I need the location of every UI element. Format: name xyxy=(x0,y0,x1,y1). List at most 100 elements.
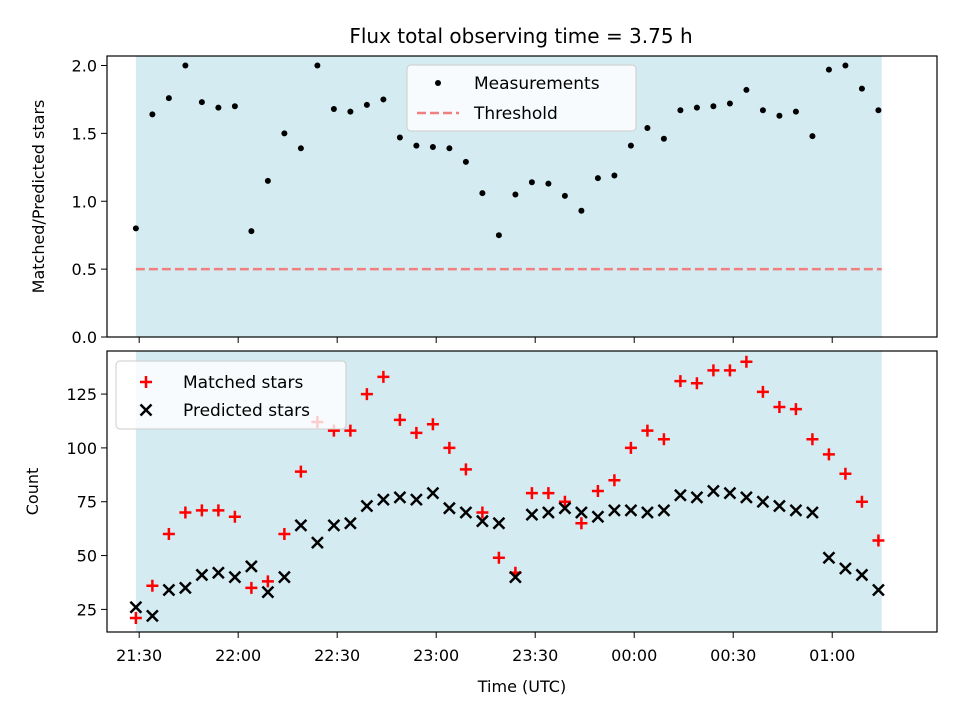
legend-predicted-marker xyxy=(139,403,153,417)
axes-frame xyxy=(106,55,938,338)
measurement-point xyxy=(462,158,469,165)
legend-box xyxy=(115,360,347,430)
y-tick-label: 0.5 xyxy=(72,260,97,279)
x-tick-label: 21:30 xyxy=(116,646,162,665)
bottom-panel: 25 50 75 100 125 21:30 22:00 22:30 23:00 23:30 00:… xyxy=(23,350,938,696)
matched-star-point xyxy=(179,506,192,519)
predicted-star-point xyxy=(525,508,539,522)
measurement-point xyxy=(677,107,684,114)
predicted-star-point xyxy=(178,581,192,595)
matched-star-point xyxy=(822,448,835,461)
matched-star-point xyxy=(212,504,225,517)
matched-star-point xyxy=(740,355,753,368)
axes-frame xyxy=(106,350,938,633)
measurement-point xyxy=(248,228,255,235)
matched-star-point xyxy=(426,418,439,431)
predicted-star-point xyxy=(327,519,341,532)
predicted-star-point xyxy=(591,510,605,524)
matched-star-point xyxy=(129,612,142,625)
measurement-point xyxy=(396,134,403,141)
predicted-star-point xyxy=(575,506,588,519)
predicted-star-point xyxy=(360,499,374,513)
x-tick-label: 01:00 xyxy=(809,646,855,665)
matched-star-point xyxy=(476,506,489,519)
measurement-point xyxy=(858,85,865,92)
measurement-point xyxy=(710,103,717,110)
y-axis-label: Matched/Predicted stars xyxy=(29,100,48,294)
measurement-point xyxy=(215,104,222,111)
top-panel: 0.0 0.5 1.0 1.5 2.0 Matched/Predicted stars Me… xyxy=(29,55,938,347)
y-axis-label: Count xyxy=(23,468,42,516)
x-tick-label: 23:00 xyxy=(413,646,459,665)
measurement-point xyxy=(413,142,420,149)
predicted-star-point xyxy=(459,506,473,519)
matched-star-point xyxy=(228,510,241,523)
y-tick-label: 75 xyxy=(77,493,97,512)
matched-star-point xyxy=(641,424,654,437)
matched-star-point xyxy=(608,474,621,487)
matched-star-point xyxy=(756,385,769,398)
predicted-star-point xyxy=(162,583,176,597)
x-tick-label: 23:30 xyxy=(512,646,558,665)
predicted-star-point xyxy=(377,493,390,506)
measurement-point xyxy=(132,225,139,232)
measurement-point xyxy=(545,180,552,187)
legend-label-matched: Matched stars xyxy=(183,373,303,393)
x-tick-label: 22:00 xyxy=(215,646,261,665)
predicted-star-point xyxy=(393,491,407,504)
y-tick-label: 125 xyxy=(66,385,97,404)
predicted-star-point xyxy=(558,501,572,515)
matched-star-point xyxy=(657,433,670,446)
y-tick-label: 2.0 xyxy=(72,57,97,76)
x-tick-label: 22:30 xyxy=(314,646,360,665)
matched-star-point xyxy=(525,487,538,500)
predicted-star-point xyxy=(443,501,456,515)
legend-label-measurements: Measurements xyxy=(474,74,600,94)
legend-measurement-marker xyxy=(435,80,441,86)
predicted-star-point xyxy=(624,503,638,517)
predicted-star-point xyxy=(690,491,704,504)
measurement-point xyxy=(792,108,799,115)
matched-star-point xyxy=(839,467,852,480)
predicted-star-point xyxy=(542,506,555,519)
predicted-star-point xyxy=(410,493,423,506)
matched-star-point xyxy=(195,504,208,517)
matched-star-point xyxy=(723,364,736,377)
measurement-point xyxy=(594,175,601,182)
matched-star-point xyxy=(789,403,802,416)
predicted-star-point xyxy=(723,486,737,500)
predicted-star-point xyxy=(311,536,324,550)
x-axis-label: Time (UTC) xyxy=(477,677,566,696)
measurement-point xyxy=(875,107,882,114)
predicted-star-point xyxy=(855,568,869,582)
measurement-point xyxy=(693,104,700,111)
legend-label-predicted: Predicted stars xyxy=(183,401,310,421)
predicted-star-point xyxy=(789,503,803,517)
predicted-star-point xyxy=(476,514,489,528)
measurement-point xyxy=(611,172,618,179)
plot-area xyxy=(132,62,882,271)
measurement-point xyxy=(198,99,205,106)
y-tick-label: 25 xyxy=(77,600,97,619)
matched-star-point xyxy=(575,517,588,530)
predicted-star-point xyxy=(261,585,275,599)
y-tick-label: 100 xyxy=(66,439,97,458)
matched-star-point xyxy=(872,534,885,547)
measurement-point xyxy=(644,124,651,131)
predicted-star-point xyxy=(492,516,506,530)
x-tick-label: 00:00 xyxy=(611,646,657,665)
y-tick-label: 50 xyxy=(77,547,97,566)
measurement-point xyxy=(182,62,189,69)
plot-area xyxy=(129,355,885,625)
predicted-star-point xyxy=(608,503,621,517)
measurement-point xyxy=(330,105,337,112)
matched-star-point xyxy=(459,463,472,476)
measurement-point xyxy=(231,103,238,110)
x-tick-label: 00:30 xyxy=(710,646,756,665)
predicted-star-point xyxy=(773,499,786,513)
measurement-point xyxy=(380,96,387,103)
measurement-point xyxy=(149,111,156,118)
measurement-point xyxy=(281,130,288,137)
predicted-star-point xyxy=(129,600,143,614)
measurement-point xyxy=(743,86,750,93)
